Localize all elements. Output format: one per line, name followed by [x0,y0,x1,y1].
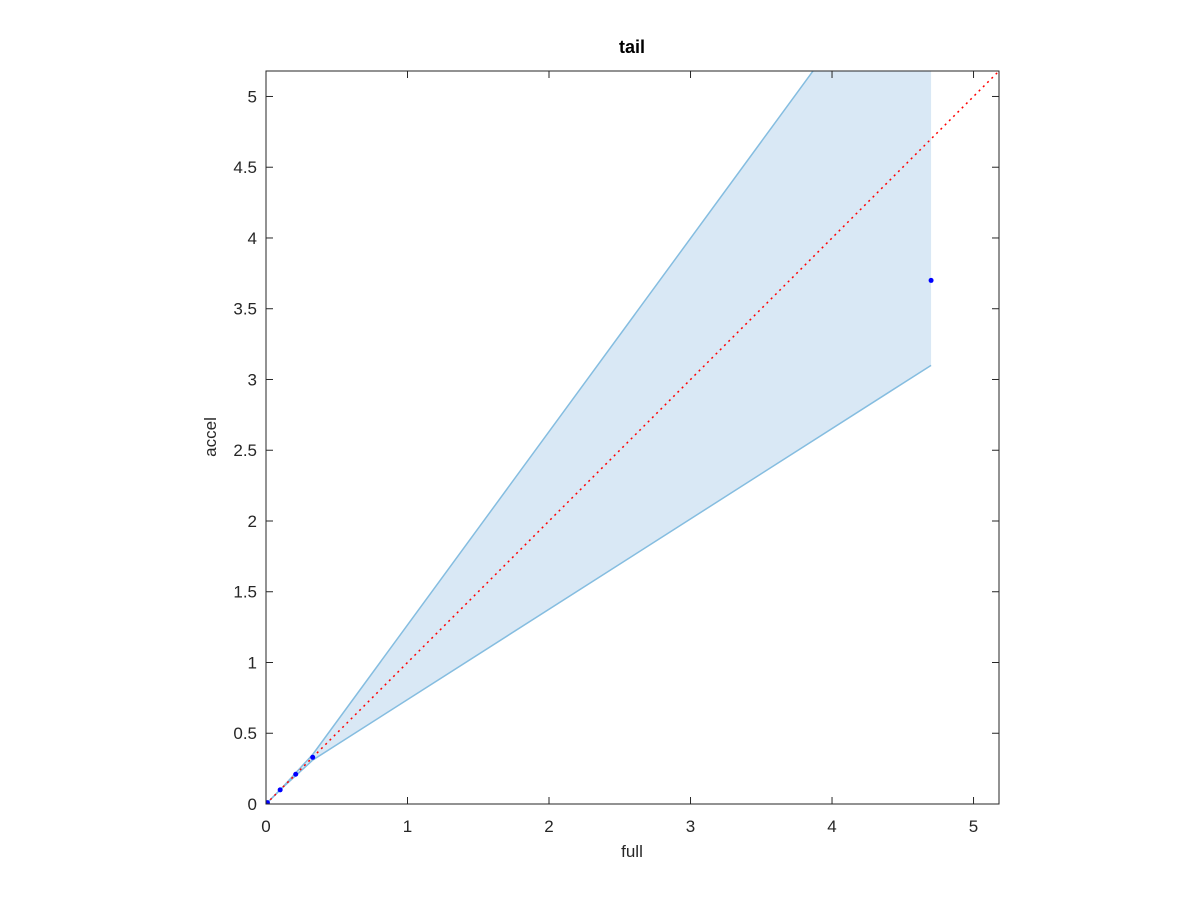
y-tick-label: 4.5 [233,158,257,177]
x-tick-label: 2 [544,817,553,836]
x-tick-label: 4 [827,817,836,836]
y-tick-label: 0.5 [233,724,257,743]
plot-area [266,71,999,804]
y-tick-label: 3.5 [233,300,257,319]
data-point [277,787,283,793]
data-point [310,754,316,760]
x-tick-label: 1 [403,817,412,836]
data-point [928,277,934,283]
y-tick-label: 5 [248,87,257,106]
y-tick-label: 4 [248,229,257,248]
y-tick-label: 1 [248,653,257,672]
y-tick-label: 2.5 [233,441,257,460]
x-tick-label: 0 [261,817,270,836]
data-point [266,800,270,804]
y-tick-label: 1.5 [233,583,257,602]
confidence-band [266,71,932,804]
x-axis-label: full [621,842,643,861]
data-point [293,771,299,777]
y-tick-label: 3 [248,370,257,389]
y-axis-label: accel [201,417,220,457]
x-tick-label: 3 [686,817,695,836]
x-tick-label: 5 [969,817,978,836]
chart-title: tail [619,37,645,57]
y-tick-label: 0 [248,795,257,814]
axes-box [265,70,1000,805]
y-tick-label: 2 [248,512,257,531]
